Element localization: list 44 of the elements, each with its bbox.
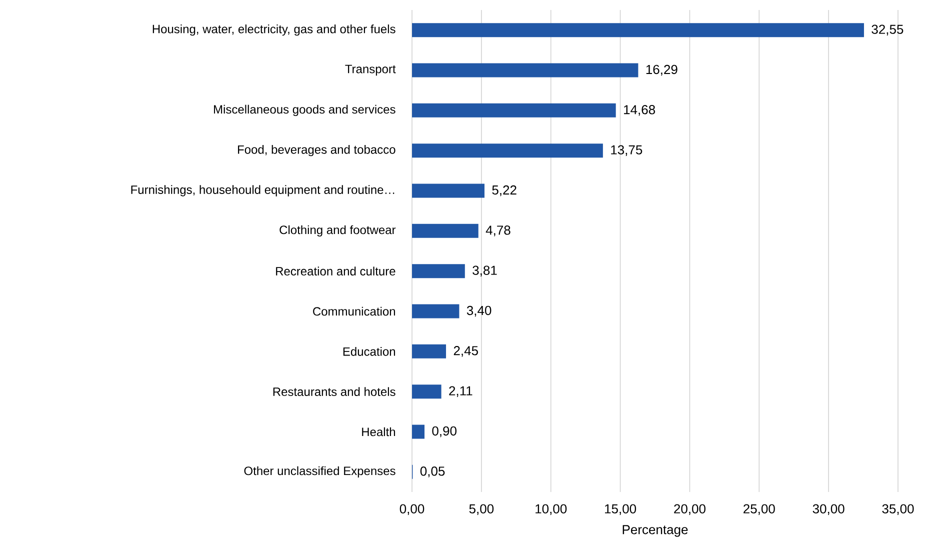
bar: [412, 23, 864, 38]
y-tick-label: Transport: [345, 64, 396, 76]
data-label: 13,75: [611, 145, 642, 156]
x-axis-title: Percentage: [622, 525, 688, 537]
data-label: 14,68: [624, 105, 656, 116]
y-tick-label: Furnishings, househould equipment and routine…: [131, 185, 394, 196]
x-tick-label: 15,00: [605, 504, 636, 515]
bar: [412, 264, 465, 278]
y-tick-label: Health: [362, 427, 396, 436]
y-tick-label: Recreation and culture: [276, 266, 396, 276]
data-label: 3,40: [466, 306, 492, 317]
x-tick-label: 20,00: [674, 504, 706, 515]
bar: [412, 63, 638, 78]
data-label: 3,81: [472, 266, 497, 276]
data-label: 4,78: [486, 226, 510, 236]
y-tick-label: Restaurants and hotels: [273, 387, 396, 396]
data-label: 2,11: [449, 386, 472, 397]
y-tick-label: Miscellaneous goods and services: [214, 104, 396, 116]
y-tick-label: Education: [343, 347, 396, 356]
bar: [412, 144, 603, 158]
y-tick-label: Food, beverages and tobacco: [238, 144, 396, 156]
data-label: 0,90: [432, 426, 456, 438]
data-label: 32,55: [872, 24, 904, 36]
y-tick-label: Communication: [313, 306, 396, 316]
x-tick-label: 30,00: [812, 504, 844, 515]
bar: [412, 103, 616, 118]
y-tick-label: Housing, water, electricity, gas and other fuels: [152, 24, 396, 36]
y-tick-label: Other unclassified Expenses: [244, 466, 396, 478]
data-label: 5,22: [492, 185, 516, 196]
data-label: 2,45: [454, 346, 478, 357]
x-tick-label: 25,00: [744, 504, 775, 515]
bar: [412, 304, 460, 318]
bar: [412, 184, 484, 198]
x-tick-label: 5,00: [469, 504, 494, 515]
y-tick-label: Clothing and footwear: [280, 225, 396, 237]
bar: [412, 424, 424, 439]
bar: [412, 344, 446, 358]
data-label: 0,05: [420, 466, 445, 478]
data-label: 16,29: [646, 64, 678, 76]
bar: [412, 384, 442, 399]
x-tick-label: 35,00: [882, 504, 914, 515]
bar: [412, 224, 478, 238]
x-tick-label: 0,00: [400, 504, 424, 515]
x-tick-label: 10,00: [536, 504, 567, 515]
